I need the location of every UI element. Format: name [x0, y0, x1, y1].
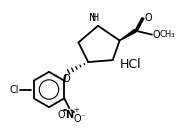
Text: HCl: HCl [120, 58, 141, 72]
Text: N: N [89, 13, 97, 23]
Text: H: H [92, 13, 100, 23]
Text: N: N [65, 110, 73, 120]
Text: O: O [144, 13, 152, 23]
Text: Cl: Cl [9, 84, 19, 95]
Text: O: O [63, 74, 70, 84]
Text: +: + [73, 107, 79, 113]
Text: O: O [73, 114, 81, 124]
Text: ⁻: ⁻ [80, 112, 84, 121]
Polygon shape [120, 29, 136, 40]
Text: O: O [153, 30, 161, 40]
Text: CH₃: CH₃ [160, 30, 175, 39]
Text: O: O [57, 110, 65, 120]
